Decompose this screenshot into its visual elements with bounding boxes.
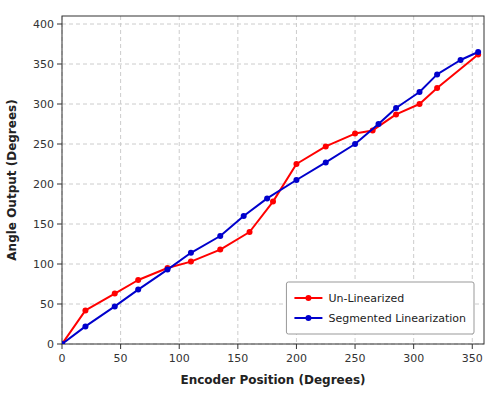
point (62, 341, 65, 344)
legend-item: Segmented Linearization (294, 312, 466, 325)
y-tick-label: 400 (33, 18, 54, 31)
plot-frame (62, 16, 484, 344)
point (165, 267, 171, 273)
series (62, 51, 481, 344)
grid (62, 16, 484, 344)
y-tick (57, 304, 62, 305)
legend: Un-Linearized Segmented Linearization (286, 282, 474, 334)
point (217, 247, 223, 253)
x-tick-label: 350 (462, 352, 483, 365)
y-tick-label: 350 (33, 58, 54, 71)
point (293, 177, 299, 183)
y-grid-line (62, 64, 484, 65)
point (217, 233, 223, 239)
y-tick-label: 150 (33, 218, 54, 231)
x-tick-label: 100 (169, 352, 190, 365)
point (112, 291, 118, 297)
series-line (62, 52, 478, 344)
point (135, 287, 141, 293)
y-tick (57, 64, 62, 65)
x-tick (179, 344, 180, 349)
legend-box (286, 282, 474, 334)
x-tick (355, 344, 356, 349)
point (434, 71, 440, 77)
point (270, 199, 276, 205)
point (82, 323, 88, 329)
point (352, 131, 358, 137)
y-tick (57, 224, 62, 225)
y-tick-label: 200 (33, 178, 54, 191)
point (475, 49, 481, 55)
y-tick-label: 250 (33, 138, 54, 151)
y-tick (57, 104, 62, 105)
point (434, 85, 440, 91)
point (135, 277, 141, 283)
point (82, 307, 88, 313)
y-grid-line (62, 224, 484, 225)
point (188, 250, 194, 256)
y-axis-label: Angle Output (Degrees) (5, 99, 19, 260)
background (0, 0, 500, 396)
y-grid-line (62, 184, 484, 185)
axes: 0 50 100 150 200 250 300 350 0 50 100 150 200 250 300 3… (33, 16, 484, 365)
y-tick (57, 184, 62, 185)
x-tick (296, 344, 297, 349)
x-tick-label: 50 (114, 352, 128, 365)
point (323, 159, 329, 165)
point (393, 111, 399, 117)
data (62, 49, 481, 344)
y-grid-line (62, 144, 484, 145)
y-tick-label: 100 (33, 258, 54, 271)
x-grid-line (120, 16, 121, 344)
x-tick-label: 0 (59, 352, 66, 365)
legend-label: Segmented Linearization (328, 312, 466, 325)
point (264, 195, 270, 201)
legend-label: Un-Linearized (328, 292, 404, 305)
x-tick (237, 344, 238, 349)
x-grid-line (179, 16, 180, 344)
point (352, 141, 358, 147)
x-axis-label: Encoder Position (Degrees) (180, 373, 365, 387)
y-tick-label: 300 (33, 98, 54, 111)
point (293, 161, 299, 167)
x-tick-label: 150 (227, 352, 248, 365)
point (247, 229, 253, 235)
x-tick-label: 200 (286, 352, 307, 365)
y-tick (57, 24, 62, 25)
y-grid-line (62, 24, 484, 25)
point (241, 213, 247, 219)
point (376, 121, 382, 127)
x-grid-line (237, 16, 238, 344)
point (417, 101, 423, 107)
x-tick-label: 250 (345, 352, 366, 365)
point (112, 303, 118, 309)
point (188, 259, 194, 265)
point (393, 105, 399, 111)
series (62, 49, 481, 344)
y-tick-label: 50 (40, 298, 54, 311)
y-grid-line (62, 264, 484, 265)
y-tick (57, 344, 62, 345)
x-tick (62, 344, 63, 349)
legend-marker (305, 315, 311, 321)
y-tick (57, 144, 62, 145)
point (323, 143, 329, 149)
point (417, 89, 423, 95)
y-tick-label: 0 (47, 338, 54, 351)
x-tick-label: 300 (403, 352, 424, 365)
x-tick (472, 344, 473, 349)
chart: 0 50 100 150 200 250 300 350 0 50 100 150 200 250 300 3… (0, 0, 500, 396)
legend-item: Un-Linearized (294, 292, 404, 305)
point (458, 57, 464, 63)
x-tick (120, 344, 121, 349)
legend-marker (305, 295, 311, 301)
y-tick (57, 264, 62, 265)
x-tick (413, 344, 414, 349)
